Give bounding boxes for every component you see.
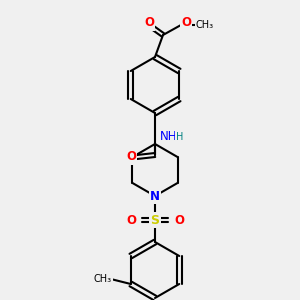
Text: NH: NH — [160, 130, 178, 142]
Text: O: O — [126, 214, 136, 226]
Text: O: O — [174, 214, 184, 226]
Text: S: S — [151, 214, 160, 226]
Text: O: O — [126, 151, 136, 164]
Text: H: H — [176, 132, 184, 142]
Text: O: O — [144, 16, 154, 29]
Text: CH₃: CH₃ — [94, 274, 112, 284]
Text: O: O — [181, 16, 191, 29]
Text: CH₃: CH₃ — [196, 20, 214, 30]
Text: N: N — [150, 190, 160, 202]
